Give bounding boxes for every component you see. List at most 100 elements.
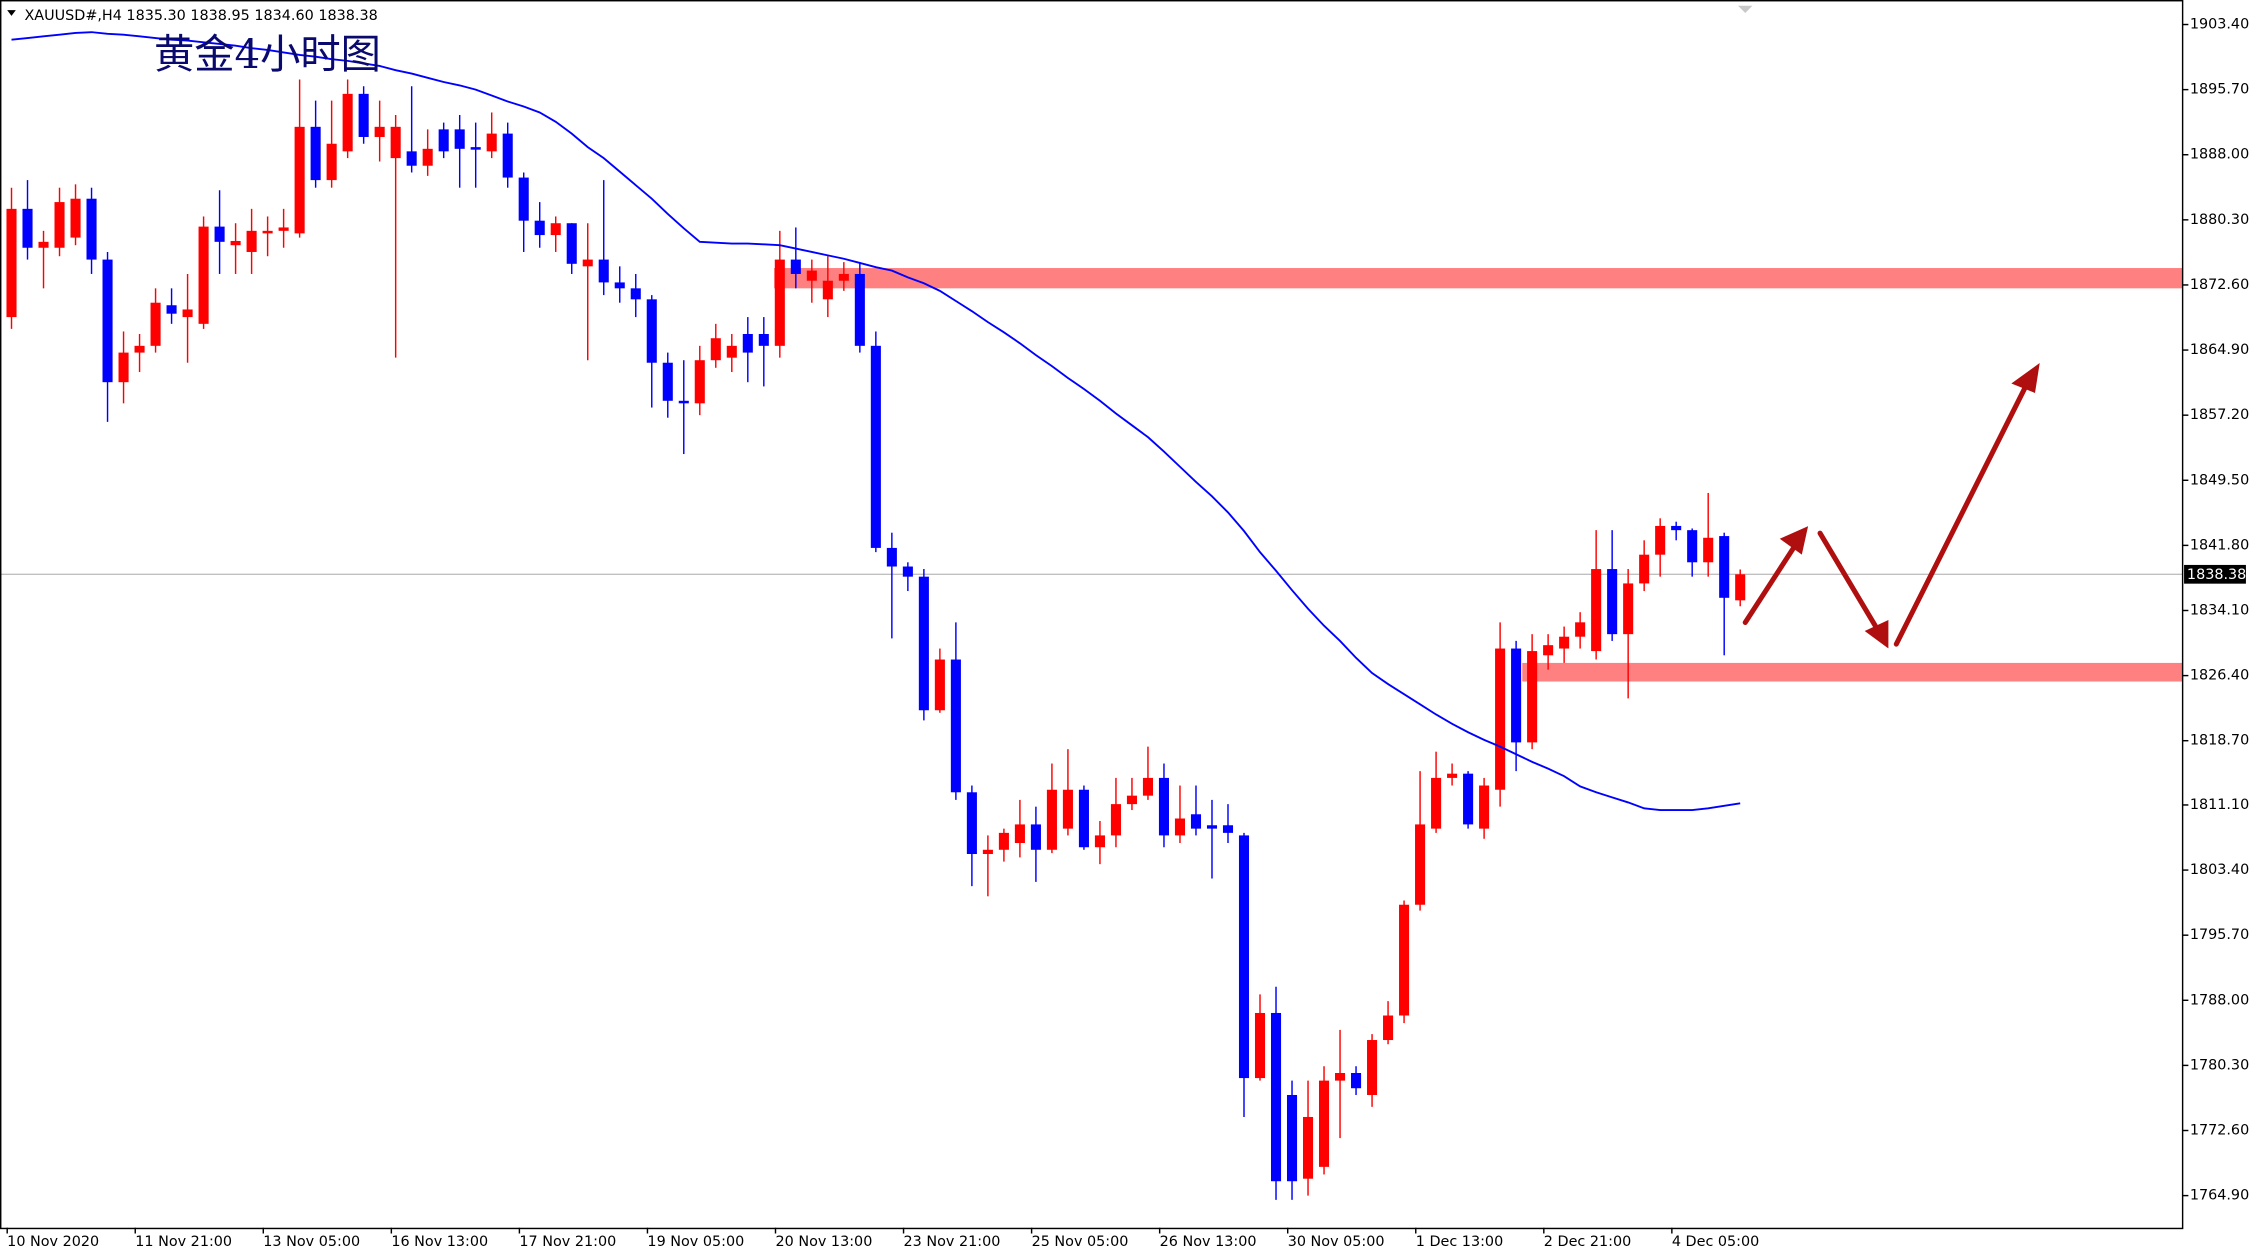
candle-body [406, 151, 417, 166]
y-tick-label: 1888.00 [2190, 147, 2249, 163]
candle-body [550, 223, 561, 236]
candle-body [982, 849, 993, 855]
header: XAUUSD#,H4 1835.30 1838.95 1834.60 1838.… [24, 8, 377, 24]
candle-body [566, 223, 577, 264]
chart-title: 黄金4小时图 [154, 31, 381, 78]
candle-body [1639, 554, 1650, 584]
candle-body [1511, 648, 1522, 743]
candle-body [1222, 825, 1234, 833]
candle-body [1174, 818, 1186, 836]
candle-body [1671, 525, 1682, 531]
x-tick-label: 25 Nov 05:00 [1032, 1234, 1129, 1250]
candle-body [6, 208, 17, 318]
x-tick-label: 10 Nov 2020 [7, 1234, 99, 1250]
candle-body [950, 659, 961, 793]
candle-body [710, 338, 721, 361]
candle-body [1367, 1040, 1378, 1095]
y-tick-label: 1818.70 [2190, 733, 2249, 749]
candle-body [662, 362, 673, 401]
arrowhead [1864, 619, 1889, 649]
candle-body [1431, 777, 1442, 829]
candle-body [1607, 569, 1618, 635]
candle-body [422, 148, 433, 166]
candle-body [1447, 773, 1458, 778]
candle-body [1270, 1012, 1282, 1182]
candle-body [118, 352, 129, 383]
candle-body [182, 309, 193, 318]
candle-body [454, 129, 465, 149]
y-tick-label: 1811.10 [2190, 797, 2249, 813]
arrows [1742, 362, 2040, 649]
candle-body [1575, 622, 1586, 637]
moving-average [11, 31, 1741, 811]
candle-body [598, 259, 609, 283]
candle-body [1158, 777, 1170, 836]
arrow-down [1817, 530, 1881, 633]
candle-body [1046, 789, 1057, 850]
y-tick-label: 1795.70 [2190, 927, 2249, 943]
y-tick-label: 1857.20 [2190, 407, 2249, 423]
candle-body [1078, 789, 1089, 848]
candle-body [838, 273, 849, 281]
candle-body [1415, 824, 1426, 905]
candle-body [534, 220, 545, 236]
candle-body [1687, 530, 1698, 563]
candle-body [886, 547, 897, 567]
candle-body [998, 832, 1009, 850]
candle-body [1463, 773, 1474, 825]
y-tick-label: 1872.60 [2190, 277, 2249, 293]
candle-body [166, 305, 177, 314]
y-tick-label: 1834.10 [2190, 602, 2249, 618]
candle-body [1623, 583, 1634, 635]
arrowhead [2011, 362, 2040, 393]
candle-body [1527, 651, 1538, 743]
candle-body [1719, 536, 1730, 598]
candle-body [294, 126, 305, 234]
candle-body [518, 177, 529, 221]
y-tick-label: 1864.90 [2190, 342, 2249, 358]
candle-body [1110, 804, 1121, 836]
x-tick-label: 11 Nov 21:00 [135, 1234, 232, 1250]
candle-body [198, 226, 209, 324]
y-tick-label: 1841.80 [2190, 537, 2249, 553]
candle-body [310, 126, 321, 181]
candle-body [774, 259, 785, 346]
x-tick-label: 26 Nov 13:00 [1160, 1234, 1257, 1250]
candle-body [390, 126, 401, 159]
candle-body [22, 208, 33, 248]
zone [1522, 662, 2183, 682]
candle-body [806, 270, 817, 281]
x-tick-label: 19 Nov 05:00 [647, 1234, 744, 1250]
last-price-label: 1838.38 [2187, 567, 2246, 583]
candle-body [1030, 824, 1041, 850]
x-tick-label: 16 Nov 13:00 [391, 1234, 488, 1250]
candle-body [102, 259, 113, 383]
candle-body [1591, 569, 1602, 652]
arrow-up-short [1742, 542, 1799, 626]
candle-body [1318, 1080, 1330, 1167]
candle-body [246, 230, 257, 252]
shift-marker [1738, 5, 1753, 13]
candle-body [1302, 1116, 1314, 1179]
candle-body [358, 93, 369, 137]
candle-body [1495, 648, 1506, 790]
last-price-box [2184, 564, 2246, 584]
candle-body [854, 273, 865, 346]
candle-body [70, 198, 81, 238]
candle-body [918, 576, 929, 711]
plot [0, 31, 2183, 1200]
candle-body [374, 126, 385, 137]
candle-body [758, 333, 769, 346]
x-tick-label: 23 Nov 21:00 [904, 1234, 1001, 1250]
candle-body [486, 133, 497, 152]
candle-body [1190, 814, 1202, 829]
candle-body [822, 280, 833, 300]
y-tick-label: 1903.40 [2190, 17, 2249, 33]
candle-body [214, 226, 225, 242]
candle-body [38, 241, 49, 248]
candle-body [1238, 835, 1250, 1079]
candle-body [1655, 525, 1666, 555]
candle-body [470, 147, 481, 150]
x-tick-label: 4 Dec 05:00 [1672, 1234, 1759, 1250]
